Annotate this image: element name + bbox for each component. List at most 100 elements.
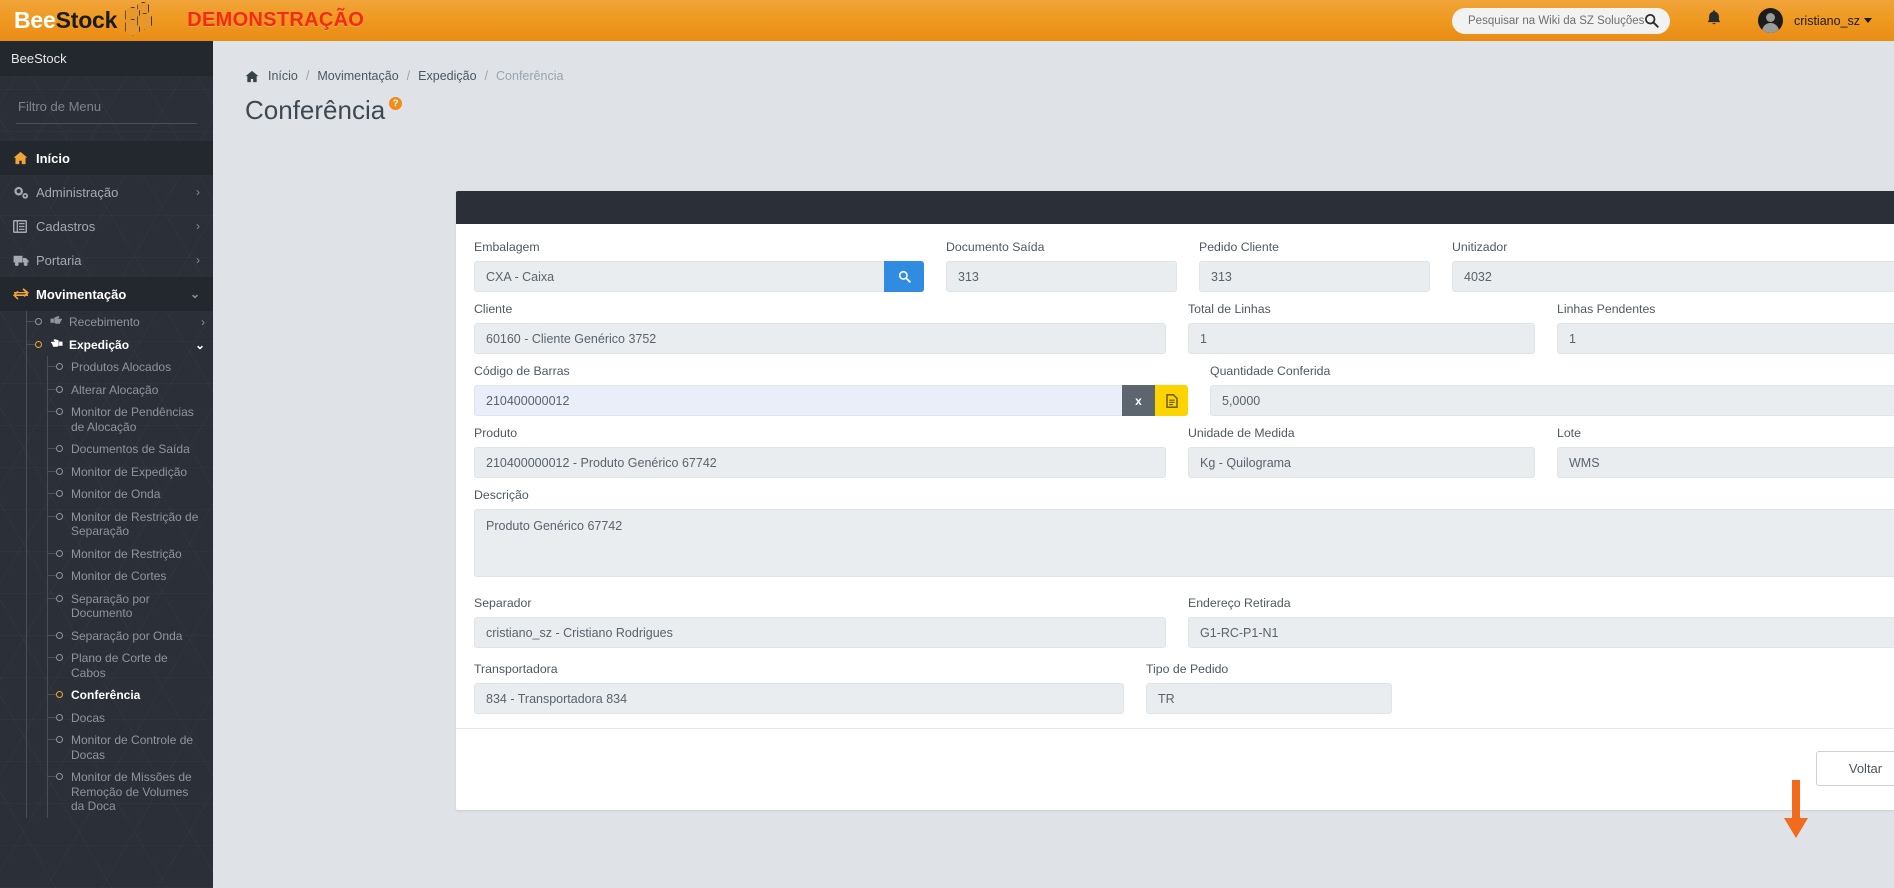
sidebar-item-monitor-restricao-separacao[interactable]: Monitor de Restrição de Separação (0, 506, 213, 543)
sidebar-item-inicio[interactable]: Início (0, 141, 213, 175)
endereco-retirada-input[interactable]: G1-RC-P1-N1 (1188, 617, 1894, 648)
sidebar-item-docas[interactable]: Docas (0, 707, 213, 730)
sidebar-item-label: Docas (71, 710, 106, 725)
pedido-cliente-input[interactable]: 313 (1199, 261, 1430, 292)
menu-filter[interactable] (0, 76, 213, 124)
breadcrumb-separator: / (406, 69, 411, 83)
sidebar-item-separacao-por-documento[interactable]: Separação por Documento (0, 588, 213, 625)
gears-icon (13, 185, 36, 199)
sidebar-submenu-movimentacao: Recebimento › Expedição ⌄ Produtos Aloca… (0, 311, 213, 818)
sidebar-item-label: Separação por Onda (71, 628, 183, 643)
clear-barcode-button[interactable]: x (1122, 385, 1155, 416)
descricao-textarea[interactable] (474, 509, 1894, 577)
breadcrumb: Início / Movimentação / Expedição / Conf… (245, 69, 1894, 83)
linhas-pendentes-input[interactable]: 1 (1557, 323, 1894, 354)
sidebar-item-cadastros[interactable]: Cadastros › (0, 209, 213, 243)
field-transportadora: Transportadora 834 - Transportadora 834 (474, 662, 1124, 714)
bell-icon[interactable] (1706, 9, 1722, 32)
sidebar-item-label: Expedição (69, 337, 130, 352)
sidebar-item-alterar-alocacao[interactable]: Alterar Alocação (0, 379, 213, 402)
bullet-icon (56, 408, 63, 415)
sidebar-item-separacao-por-onda[interactable]: Separação por Onda (0, 625, 213, 648)
sidebar-item-monitor-controle-docas[interactable]: Monitor de Controle de Docas (0, 729, 213, 766)
truck-icon (13, 254, 36, 267)
sidebar-item-conferencia[interactable]: Conferência (0, 684, 213, 707)
quantidade-conferida-input[interactable]: 5,0000 (1210, 385, 1894, 416)
menu-filter-input[interactable] (16, 98, 197, 124)
codigo-de-barras-input[interactable]: 210400000012 (474, 385, 1122, 416)
breadcrumb-item-movimentacao[interactable]: Movimentação (317, 69, 399, 83)
form-row-1: Embalagem CXA - Caixa Documento Saída 31… (474, 240, 1894, 292)
field-quantidade-conferida: Quantidade Conferida 5,0000 (1210, 364, 1894, 416)
field-label: Cliente (474, 302, 513, 316)
sidebar-item-monitor-de-restricao[interactable]: Monitor de Restrição (0, 543, 213, 566)
sidebar-item-documentos-de-saida[interactable]: Documentos de Saída (0, 438, 213, 461)
wiki-search-input[interactable] (1466, 13, 1656, 28)
field-label: Unitizador (1452, 240, 1508, 254)
sidebar-title: BeeStock (0, 41, 213, 76)
lote-input[interactable]: WMS (1557, 447, 1894, 478)
bullet-icon (35, 340, 42, 348)
sidebar-item-movimentacao[interactable]: Movimentação ⌄ (0, 277, 213, 311)
bullet-icon (56, 713, 63, 721)
sidebar-item-label: Produtos Alocados (71, 360, 172, 374)
help-icon[interactable]: ? (389, 97, 403, 110)
breadcrumb-item-inicio[interactable]: Início (268, 69, 298, 83)
search-icon[interactable] (1644, 13, 1659, 33)
hand-right-icon (50, 315, 63, 330)
sidebar-item-administracao[interactable]: Administração › (0, 175, 213, 209)
produto-input[interactable]: 210400000012 - Produto Genérico 67742 (474, 447, 1166, 478)
tipo-de-pedido-input[interactable]: TR (1146, 683, 1392, 714)
field-documento-saida: Documento Saída 313 (946, 240, 1177, 292)
bullet-icon (56, 445, 63, 452)
sidebar: BeeStock Início Administração › Cadastro… (0, 41, 213, 888)
sidebar-item-label: Monitor de Missões de Remoção de Volumes… (71, 770, 192, 813)
embalagem-input[interactable]: CXA - Caixa (474, 261, 884, 292)
sidebar-item-monitor-de-onda[interactable]: Monitor de Onda (0, 483, 213, 506)
sidebar-item-portaria[interactable]: Portaria › (0, 243, 213, 277)
breadcrumb-item-expedicao[interactable]: Expedição (418, 69, 477, 83)
user-menu[interactable]: cristiano_sz (1794, 14, 1872, 28)
breadcrumb-separator: / (305, 69, 310, 83)
field-label: Total de Linhas (1188, 302, 1271, 316)
avatar[interactable] (1758, 8, 1783, 33)
chevron-right-icon: › (196, 253, 200, 267)
sidebar-item-monitor-pendencias-alocacao[interactable]: Monitor de Pendências de Alocação (0, 401, 213, 438)
bullet-icon (56, 773, 63, 780)
app-logo[interactable]: BeeStock (14, 1, 160, 36)
form-row-5: Descrição (474, 488, 1894, 582)
sidebar-item-plano-de-corte-de-cabos[interactable]: Plano de Corte de Cabos (0, 647, 213, 684)
logo-bee-text: Bee (14, 7, 56, 33)
sidebar-item-produtos-alocados[interactable]: Produtos Alocados (0, 356, 213, 379)
field-produto: Produto 210400000012 - Produto Genérico … (474, 426, 1166, 478)
bullet-icon (56, 572, 63, 579)
transportadora-input[interactable]: 834 - Transportadora 834 (474, 683, 1124, 714)
sidebar-item-recebimento[interactable]: Recebimento › (0, 311, 213, 334)
sidebar-item-monitor-de-cortes[interactable]: Monitor de Cortes (0, 565, 213, 588)
wiki-search-box[interactable] (1452, 7, 1670, 34)
sidebar-item-expedicao[interactable]: Expedição ⌄ (0, 334, 213, 357)
field-label: Unidade de Medida (1188, 426, 1295, 440)
sidebar-submenu-expedicao: Produtos Alocados Alterar Alocação Monit… (0, 356, 213, 818)
separador-input[interactable]: cristiano_sz - Cristiano Rodrigues (474, 617, 1166, 648)
documento-saida-input[interactable]: 313 (946, 261, 1177, 292)
field-lote: Lote WMS (1557, 426, 1894, 478)
field-label: Separador (474, 596, 532, 610)
bullet-icon (35, 318, 42, 325)
sidebar-item-label: Portaria (36, 252, 82, 268)
embalagem-search-button[interactable] (884, 261, 924, 292)
cliente-input[interactable]: 60160 - Cliente Genérico 3752 (474, 323, 1166, 354)
back-button[interactable]: Voltar (1816, 751, 1894, 786)
bullet-icon (56, 654, 63, 661)
conference-form: Embalagem CXA - Caixa Documento Saída 31… (456, 224, 1894, 714)
unidade-de-medida-input[interactable]: Kg - Quilograma (1188, 447, 1535, 478)
hand-left-icon (50, 338, 63, 353)
sidebar-item-label: Conferência (71, 688, 141, 702)
barcode-document-icon[interactable] (1155, 385, 1188, 416)
total-linhas-input[interactable]: 1 (1188, 323, 1535, 354)
sidebar-item-monitor-missoes-remocao-volumes-doca[interactable]: Monitor de Missões de Remoção de Volumes… (0, 766, 213, 818)
sidebar-item-monitor-de-expedicao[interactable]: Monitor de Expedição (0, 461, 213, 484)
unitizador-input[interactable]: 4032 (1452, 261, 1894, 292)
chevron-down-icon: ⌄ (194, 337, 205, 352)
sidebar-item-label: Monitor de Restrição (71, 546, 182, 561)
